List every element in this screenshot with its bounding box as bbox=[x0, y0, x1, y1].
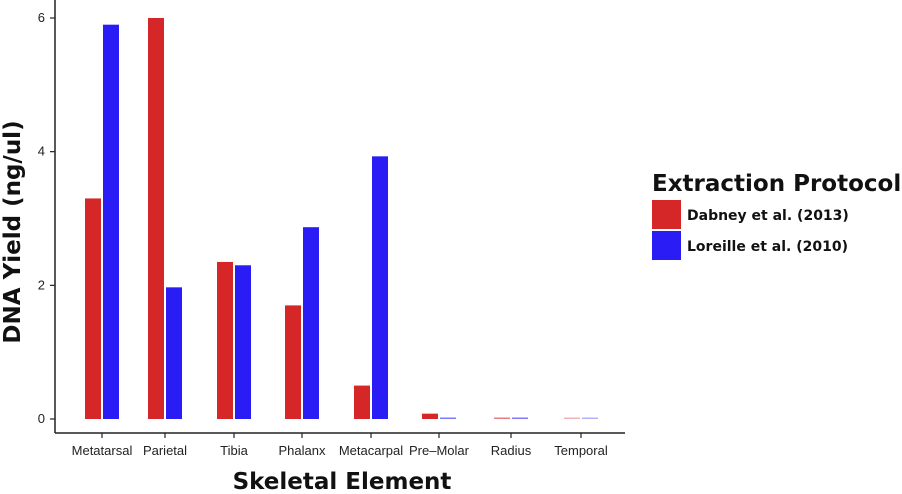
legend-label: Dabney et al. (2013) bbox=[687, 208, 849, 224]
x-tick-label: Temporal bbox=[554, 443, 608, 458]
bars-group bbox=[85, 18, 598, 420]
x-tick-label: Parietal bbox=[143, 443, 187, 458]
bar-loreille-metatarsal bbox=[103, 24, 119, 420]
x-tick-label: Pre–Molar bbox=[409, 443, 470, 458]
x-axis-title: Skeletal Element bbox=[233, 469, 452, 494]
legend-title: Extraction Protocol bbox=[652, 171, 901, 197]
bar-loreille-phalanx bbox=[303, 227, 319, 419]
y-axis-ticks: 0 2 4 6 bbox=[38, 10, 55, 426]
x-tick-label: Metatarsal bbox=[72, 443, 133, 458]
y-tick-label: 4 bbox=[38, 144, 45, 159]
legend-swatch bbox=[652, 200, 681, 229]
bar-loreille-metacarpal bbox=[372, 156, 388, 419]
bar-loreille-parietal bbox=[166, 287, 182, 419]
y-tick-label: 2 bbox=[38, 277, 45, 292]
x-tick-label: Metacarpal bbox=[339, 443, 403, 458]
legend-swatch bbox=[652, 231, 681, 260]
bar-dabney-parietal bbox=[148, 18, 164, 419]
bar-dabney-temporal bbox=[564, 417, 580, 419]
legend: Extraction Protocol Dabney et al. (2013)… bbox=[652, 171, 901, 260]
bar-loreille-temporal bbox=[582, 417, 598, 419]
y-axis-title: DNA Yield (ng/ul) bbox=[0, 120, 26, 343]
y-tick-label: 0 bbox=[38, 411, 45, 426]
legend-items: Dabney et al. (2013) Loreille et al. (201… bbox=[652, 200, 849, 260]
bar-dabney-radius bbox=[494, 417, 510, 419]
y-tick-label: 6 bbox=[38, 10, 45, 25]
x-tick-label: Tibia bbox=[220, 443, 248, 458]
bar-loreille-tibia bbox=[235, 265, 251, 419]
x-tick-label: Radius bbox=[491, 443, 532, 458]
legend-label: Loreille et al. (2010) bbox=[687, 239, 848, 255]
bar-dabney-phalanx bbox=[285, 305, 301, 419]
bar-loreille-premolar bbox=[440, 417, 456, 419]
bar-dabney-metatarsal bbox=[85, 198, 101, 419]
x-axis-ticks: Metatarsal Parietal Tibia Phalanx Metacarpal… bbox=[72, 433, 608, 458]
bar-dabney-tibia bbox=[217, 261, 233, 419]
bar-dabney-metacarpal bbox=[354, 385, 370, 419]
x-tick-label: Phalanx bbox=[279, 443, 326, 458]
bar-loreille-radius bbox=[512, 417, 528, 419]
bar-dabney-premolar bbox=[422, 413, 438, 419]
